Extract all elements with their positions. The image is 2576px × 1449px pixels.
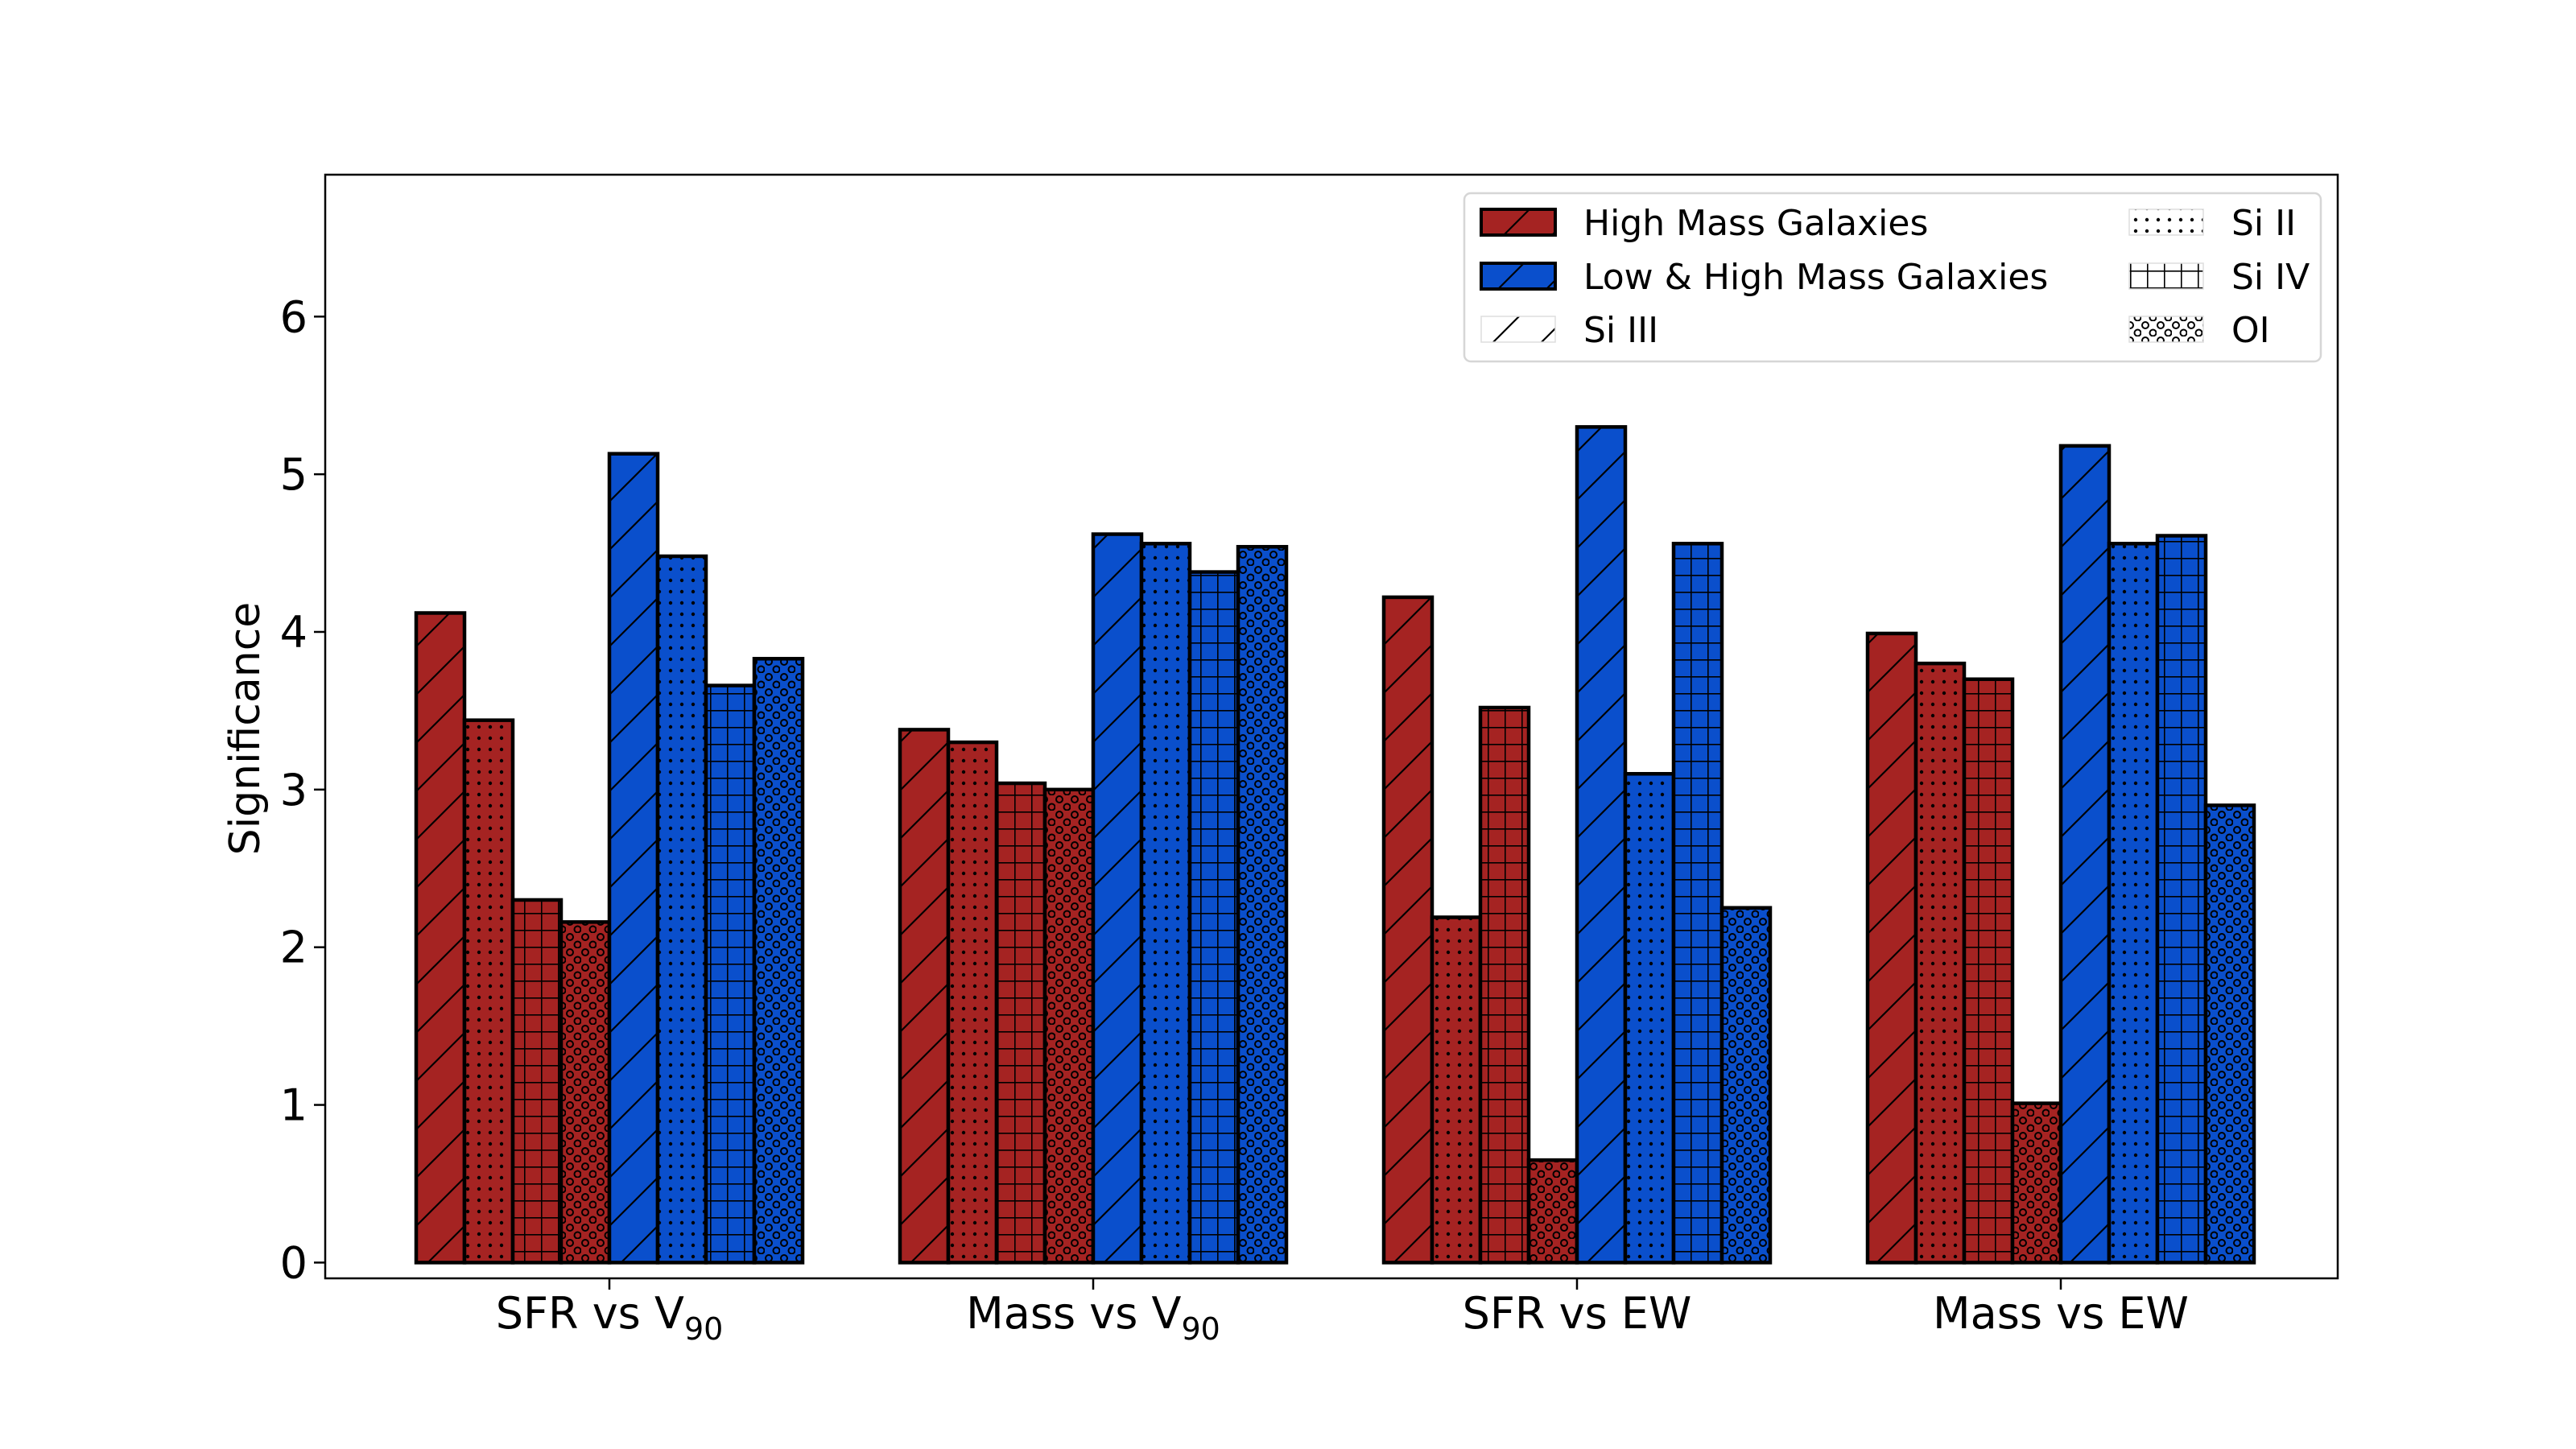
bar-high-mass-galaxies-si-ii-mass-vs-v90 (946, 740, 999, 1265)
legend-label: Si II (2231, 203, 2296, 244)
legend-item-si-iii: Si III (1480, 310, 1658, 351)
bar-high-mass-galaxies-si-iv-mass-vs-ew (1962, 677, 2015, 1265)
bars-layer (414, 425, 2256, 1265)
bar-low-and-high-mass-galaxies-oi-sfr-vs-ew (1719, 906, 1773, 1265)
bar-high-mass-galaxies-oi-sfr-vs-ew (1526, 1158, 1579, 1265)
bar-high-mass-galaxies-si-iv-sfr-vs-v90 (510, 898, 564, 1265)
plot-frame (324, 173, 2339, 1280)
y-tick-label: 4 (280, 607, 308, 658)
bar-high-mass-galaxies-si-iv-sfr-vs-ew (1478, 705, 1531, 1265)
x-tick-label: Mass vs V90 (966, 1288, 1220, 1347)
y-tick-label: 1 (280, 1080, 308, 1131)
bar-low-and-high-mass-galaxies-oi-mass-vs-v90 (1236, 544, 1289, 1265)
x-tick-label: SFR vs V90 (496, 1288, 724, 1347)
bar-low-and-high-mass-galaxies-si-iv-sfr-vs-ew (1671, 542, 1724, 1265)
bar-low-and-high-mass-galaxies-oi-sfr-vs-v90 (752, 657, 805, 1265)
legend-item-si-iv: Si IV (2128, 257, 2310, 298)
legend-label: OI (2231, 310, 2270, 351)
legend-item-oi: OI (2128, 310, 2270, 351)
bar-high-mass-galaxies-si-iii-sfr-vs-ew (1381, 595, 1435, 1265)
legend: High Mass Galaxies Low & High Mass Galaxi… (1463, 192, 2322, 363)
bar-high-mass-galaxies-si-ii-mass-vs-ew (1913, 661, 1967, 1265)
y-axis-label: Significance (221, 602, 270, 856)
bar-high-mass-galaxies-si-iii-sfr-vs-v90 (414, 611, 467, 1265)
y-tick-label: 2 (280, 923, 308, 973)
bar-high-mass-galaxies-si-iii-mass-vs-v90 (898, 728, 951, 1265)
legend-label: Low & High Mass Galaxies (1583, 257, 2048, 298)
bar-low-and-high-mass-galaxies-si-ii-sfr-vs-ew (1623, 772, 1676, 1265)
y-tick-label: 3 (280, 765, 308, 815)
legend-item-low-and-high-mass-galaxies: Low & High Mass Galaxies (1480, 257, 2048, 298)
y-tick-label: 0 (280, 1237, 308, 1288)
x-tick-label: SFR vs EW (1463, 1288, 1692, 1339)
legend-label: Si IV (2231, 257, 2310, 298)
bar-high-mass-galaxies-si-iii-mass-vs-ew (1865, 631, 1918, 1265)
y-axis: 0 1 2 3 4 5 6 (280, 291, 325, 1288)
bar-low-and-high-mass-galaxies-si-iv-mass-vs-ew (2155, 534, 2208, 1265)
bar-high-mass-galaxies-oi-mass-vs-ew (2010, 1101, 2063, 1265)
x-axis: SFR vs V90 Mass vs V90 SFR vs EW Mass vs EW (496, 1278, 2189, 1347)
bar-low-and-high-mass-galaxies-si-iii-mass-vs-ew (2058, 444, 2112, 1265)
bar-high-mass-galaxies-si-ii-sfr-vs-v90 (462, 718, 515, 1265)
bar-low-and-high-mass-galaxies-si-iv-mass-vs-v90 (1187, 570, 1241, 1265)
y-tick-label: 6 (280, 291, 308, 342)
legend-item-si-ii: Si II (2128, 203, 2296, 244)
bar-low-and-high-mass-galaxies-si-iv-sfr-vs-v90 (704, 683, 757, 1265)
bar-low-and-high-mass-galaxies-si-iii-mass-vs-v90 (1091, 532, 1144, 1265)
legend-frame (1463, 192, 2322, 363)
x-tick-label: Mass vs EW (1933, 1288, 2189, 1339)
bar-low-and-high-mass-galaxies-oi-mass-vs-ew (2203, 803, 2256, 1265)
bar-high-mass-galaxies-si-iv-mass-vs-v90 (994, 781, 1047, 1265)
bar-low-and-high-mass-galaxies-si-iii-sfr-vs-v90 (607, 452, 660, 1265)
bar-low-and-high-mass-galaxies-si-iii-sfr-vs-ew (1575, 425, 1628, 1265)
bar-high-mass-galaxies-oi-mass-vs-v90 (1042, 787, 1096, 1265)
legend-item-high-mass-galaxies: High Mass Galaxies (1480, 203, 1928, 244)
bar-high-mass-galaxies-oi-sfr-vs-v90 (559, 920, 612, 1265)
legend-label: Si III (1583, 310, 1658, 351)
bar-low-and-high-mass-galaxies-si-ii-mass-vs-ew (2107, 542, 2160, 1265)
bar-low-and-high-mass-galaxies-si-ii-sfr-vs-v90 (655, 554, 708, 1265)
y-tick-label: 5 (280, 449, 308, 500)
bar-high-mass-galaxies-si-ii-sfr-vs-ew (1430, 915, 1483, 1265)
legend-label: High Mass Galaxies (1583, 203, 1928, 244)
bar-low-and-high-mass-galaxies-si-ii-mass-vs-v90 (1139, 542, 1192, 1265)
